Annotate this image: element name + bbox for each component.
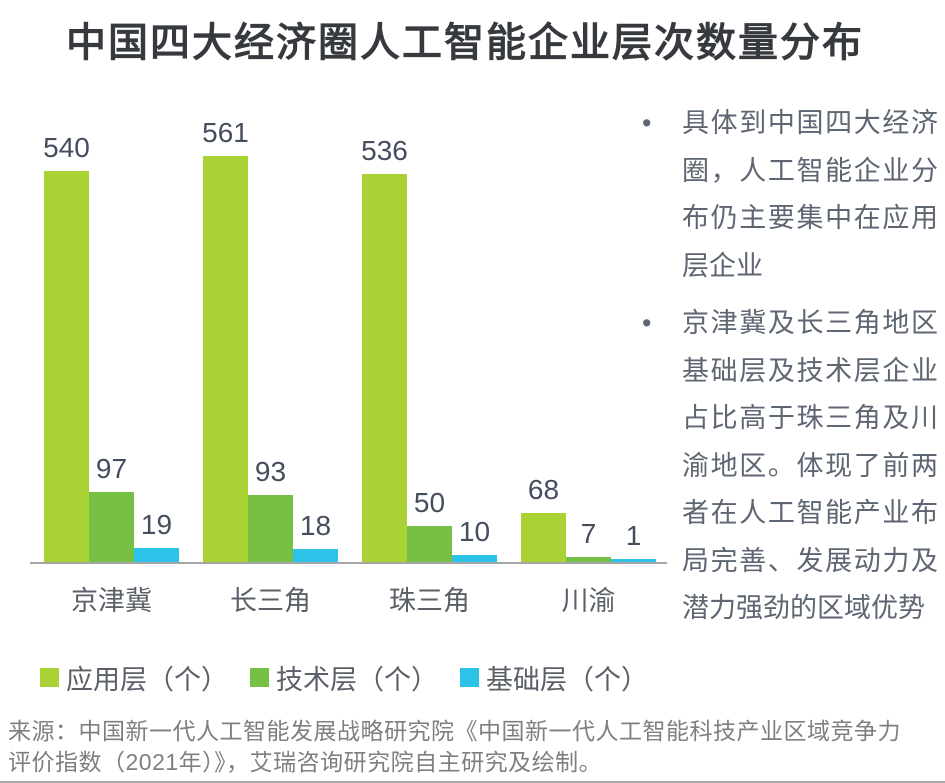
bar <box>452 555 497 562</box>
bar <box>293 549 338 562</box>
bar-value-label: 93 <box>254 456 287 487</box>
bar <box>407 526 452 562</box>
bar-value-label: 1 <box>625 520 642 551</box>
bullet-icon: • <box>642 308 652 338</box>
bar <box>248 495 293 562</box>
source-note: 来源：中国新一代人工智能发展战略研究院《中国新一代人工智能科技产业区域竞争力评价… <box>8 718 901 775</box>
bar-chart: 540 97 19 京津冀 561 93 18 长三角 536 50 10 珠三角 68 7 1 川渝 <box>30 117 667 616</box>
bar <box>44 171 89 562</box>
legend-label: 技术层（个） <box>276 665 438 695</box>
bar <box>521 513 566 562</box>
chart-title: 中国四大经济圈人工智能企业层次数量分布 <box>66 21 864 65</box>
x-axis-label: 川渝 <box>561 586 616 616</box>
bar-value-label: 540 <box>43 132 90 163</box>
x-axis-line <box>30 562 667 564</box>
chart-legend: 应用层（个） 技术层（个） 基础层（个） <box>40 658 648 697</box>
legend-label: 基础层（个） <box>486 665 648 695</box>
insight-bullet-2: • 京津冀及长三角地区基础层及技术层企业占比高于珠三角及川渝地区。体现了前两者在… <box>632 300 938 633</box>
insight-bullet-1: • 具体到中国四大经济圈，人工智能企业分布仍主要集中在应用层企业 <box>632 100 938 290</box>
bar-value-label: 7 <box>580 518 597 549</box>
bar <box>89 492 134 562</box>
bar-value-label: 19 <box>140 509 173 540</box>
bar <box>611 559 656 562</box>
bar-value-label: 68 <box>527 474 560 505</box>
bar <box>566 557 611 562</box>
legend-label: 应用层（个） <box>66 665 228 695</box>
bar-value-label: 10 <box>458 516 491 547</box>
bar-value-label: 18 <box>299 510 332 541</box>
insight-panel: • 具体到中国四大经济圈，人工智能企业分布仍主要集中在应用层企业 • 京津冀及长… <box>632 100 938 643</box>
x-axis-label: 珠三角 <box>389 586 470 616</box>
insight-text: 具体到中国四大经济圈，人工智能企业分布仍主要集中在应用层企业 <box>682 108 938 281</box>
bar <box>134 548 179 562</box>
bottom-divider <box>0 781 945 783</box>
bar <box>362 174 407 562</box>
technology-layer-swatch-icon <box>250 668 269 687</box>
bar-value-label: 50 <box>413 487 446 518</box>
x-axis-label: 京津冀 <box>71 586 152 616</box>
bullet-icon: • <box>642 108 652 138</box>
bar-value-label: 561 <box>202 117 249 148</box>
x-axis-label: 长三角 <box>230 586 311 616</box>
foundation-layer-swatch-icon <box>460 668 479 687</box>
legend-item-application-layer: 应用层（个） <box>40 658 228 697</box>
insight-text: 京津冀及长三角地区基础层及技术层企业占比高于珠三角及川渝地区。体现了前两者在人工… <box>682 308 938 623</box>
bar <box>203 156 248 562</box>
application-layer-swatch-icon <box>40 668 59 687</box>
legend-item-foundation-layer: 基础层（个） <box>460 658 648 697</box>
bar-value-label: 536 <box>361 135 408 166</box>
bar-value-label: 97 <box>95 453 128 484</box>
legend-item-technology-layer: 技术层（个） <box>250 658 438 697</box>
